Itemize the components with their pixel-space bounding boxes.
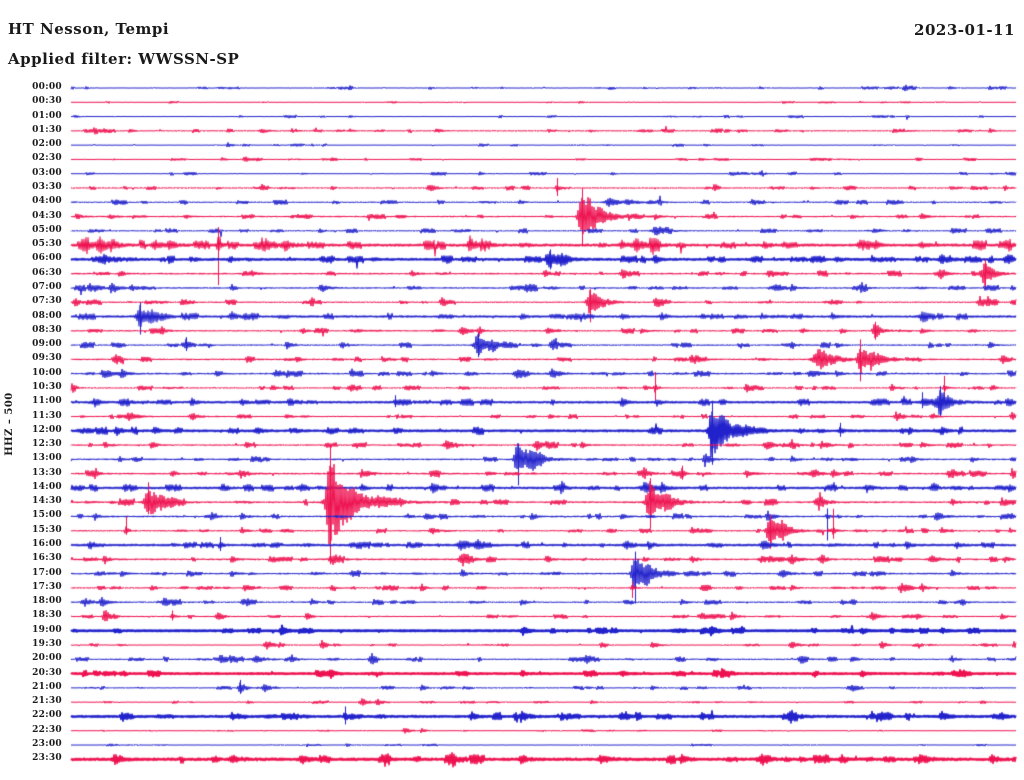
trace-time-label: 16:30 — [32, 553, 62, 564]
trace-time-label: 19:30 — [32, 639, 62, 650]
trace-time-label: 00:30 — [32, 96, 62, 107]
trace-time-label: 15:30 — [32, 524, 62, 535]
trace-time-label: 01:30 — [32, 124, 62, 135]
station-title: HT Nesson, Tempi — [8, 20, 170, 38]
trace-time-label: 09:00 — [32, 339, 62, 350]
trace-time-label: 11:30 — [32, 410, 62, 421]
trace-time-label: 14:00 — [32, 481, 62, 492]
trace-time-label: 02:00 — [32, 139, 62, 150]
trace-time-label: 10:30 — [32, 381, 62, 392]
date-label: 2023-01-11 — [914, 21, 1015, 39]
trace-time-label: 22:00 — [32, 710, 62, 721]
trace-time-label: 21:30 — [32, 696, 62, 707]
trace-time-label: 15:00 — [32, 510, 62, 521]
applied-filter-label: Applied filter: WWSSN-SP — [8, 50, 240, 68]
trace-time-label: 21:00 — [32, 681, 62, 692]
trace-time-label: 13:30 — [32, 467, 62, 478]
trace-time-label: 06:30 — [32, 267, 62, 278]
trace-time-label: 17:30 — [32, 581, 62, 592]
trace-time-label: 14:30 — [32, 496, 62, 507]
trace-time-label: 05:30 — [32, 239, 62, 250]
trace-time-label: 07:30 — [32, 296, 62, 307]
trace-time-label: 18:30 — [32, 610, 62, 621]
trace-time-label: 03:00 — [32, 167, 62, 178]
trace-time-label: 18:00 — [32, 596, 62, 607]
trace-time-label: 04:30 — [32, 210, 62, 221]
trace-time-label: 09:30 — [32, 353, 62, 364]
trace-time-label: 01:00 — [32, 110, 62, 121]
trace-time-label: 08:00 — [32, 310, 62, 321]
trace-time-label: 08:30 — [32, 324, 62, 335]
trace-time-label: 22:30 — [32, 724, 62, 735]
trace-time-label: 20:30 — [32, 667, 62, 678]
trace-time-label: 23:30 — [32, 753, 62, 764]
trace-time-label: 19:00 — [32, 624, 62, 635]
trace-time-label: 13:00 — [32, 453, 62, 464]
trace-time-label: 16:00 — [32, 539, 62, 550]
trace-time-label: 03:30 — [32, 181, 62, 192]
trace-time-label: 12:00 — [32, 424, 62, 435]
trace-time-label: 05:00 — [32, 224, 62, 235]
trace-time-label: 10:00 — [32, 367, 62, 378]
trace-time-label: 11:00 — [32, 396, 62, 407]
trace-time-label: 07:00 — [32, 281, 62, 292]
trace-time-label: 17:00 — [32, 567, 62, 578]
trace-time-label: 12:30 — [32, 439, 62, 450]
trace-time-label: 23:00 — [32, 739, 62, 750]
trace-time-label: 00:00 — [32, 82, 62, 92]
trace-time-label: 02:30 — [32, 153, 62, 164]
trace-time-label: 20:00 — [32, 653, 62, 664]
trace-time-label: 04:00 — [32, 196, 62, 207]
trace-time-label: 06:00 — [32, 253, 62, 264]
